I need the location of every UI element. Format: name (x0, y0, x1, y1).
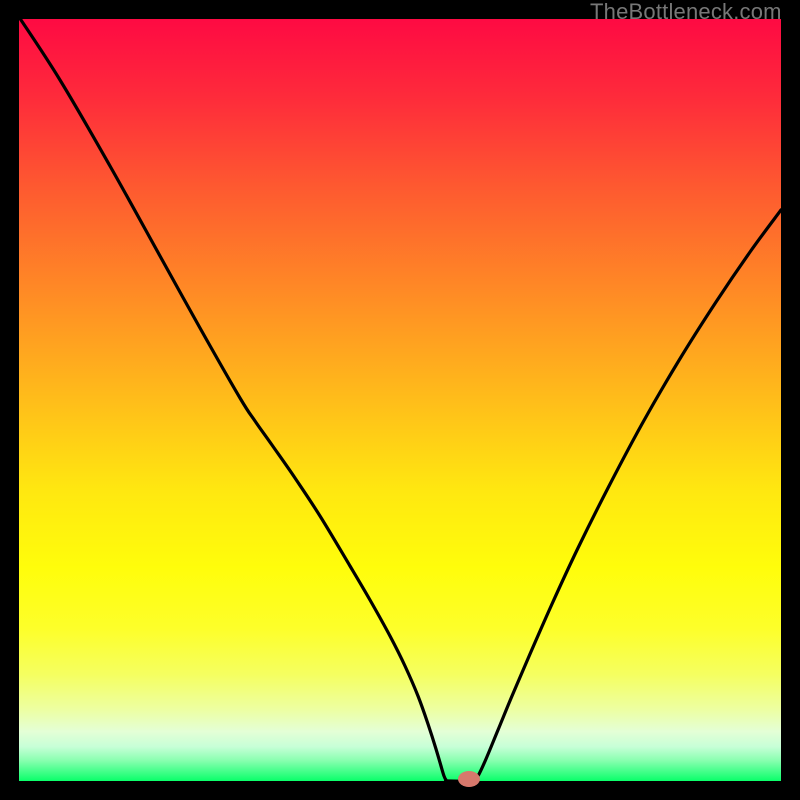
outer-frame: TheBottleneck.com (0, 0, 800, 800)
curve-path (19, 19, 781, 781)
bottleneck-curve (19, 19, 781, 781)
watermark-text: TheBottleneck.com (590, 0, 782, 25)
optimal-point-marker (458, 771, 480, 787)
plot-area (19, 19, 781, 781)
